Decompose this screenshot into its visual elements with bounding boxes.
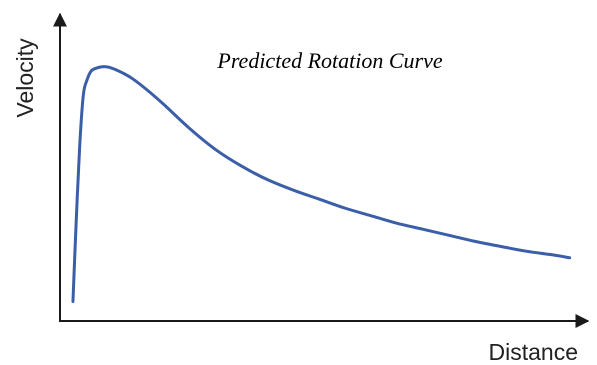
series-line bbox=[71, 65, 572, 303]
chart-title: Predicted Rotation Curve bbox=[216, 48, 442, 73]
y-axis-label: Velocity bbox=[12, 38, 38, 118]
x-axis-label: Distance bbox=[489, 339, 578, 365]
